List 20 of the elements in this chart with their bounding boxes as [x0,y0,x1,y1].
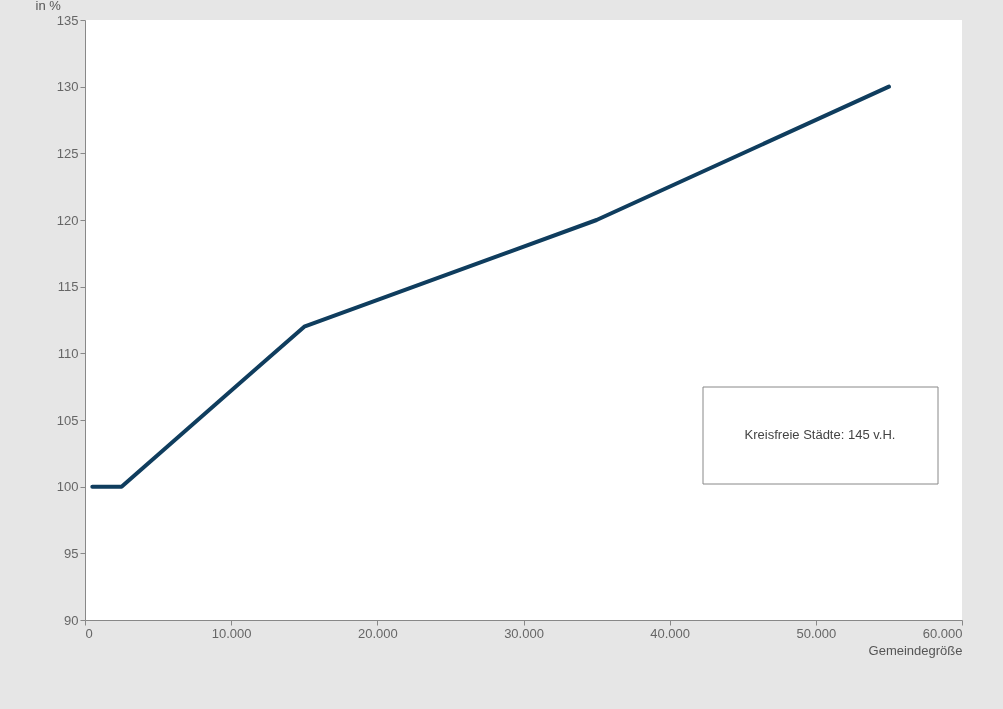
y-tick-label: 105 [56,412,79,428]
y-tick-label: 115 [57,279,79,295]
y-tick-label: 95 [64,545,79,561]
x-tick-label: 20.000 [357,625,398,641]
y-tick-label: 100 [56,479,79,495]
x-axis-title: Gemeindegröße [868,642,963,658]
y-tick-label: 120 [56,212,79,228]
annotation: Kreisfreie Städte: 145 v.H. [744,427,896,442]
y-tick-label: 110 [57,345,79,361]
x-tick-label: 10.000 [211,625,252,641]
x-tick-label: 30.000 [504,625,544,641]
y-tick-label: 135 [56,12,79,28]
y-tick-label: 90 [64,612,79,628]
y-tick-label: 130 [56,79,79,95]
y-tick-label: 125 [56,145,79,161]
x-tick-label: 0 [85,625,93,641]
x-tick-label: 50.000 [796,625,837,641]
x-tick-label: 40.000 [650,625,691,641]
x-tick-label: 60.000 [922,625,963,641]
y-axis-title: in % [35,0,62,13]
